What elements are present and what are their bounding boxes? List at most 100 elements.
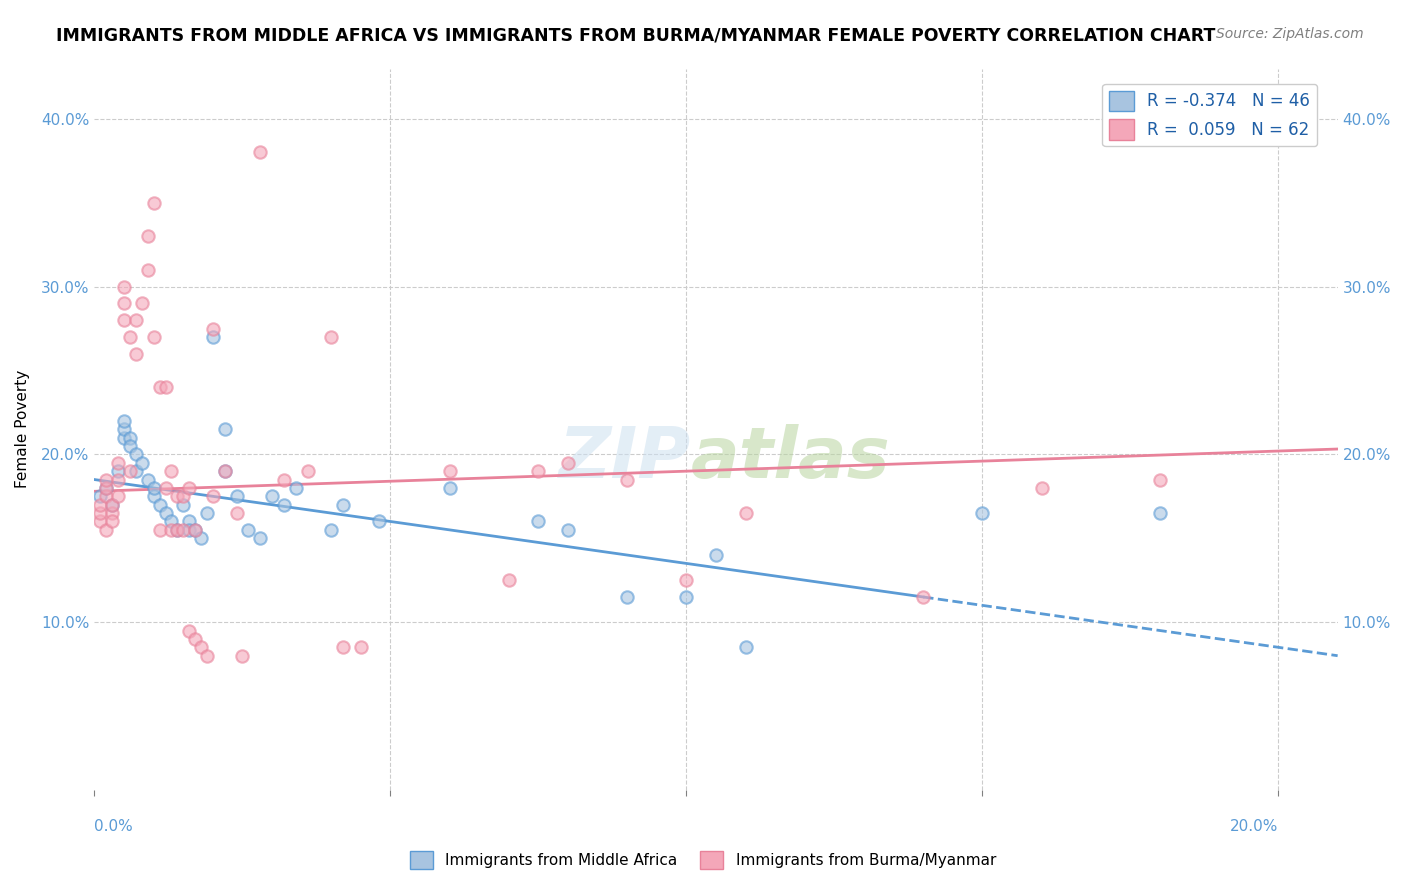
Point xyxy=(131,456,153,470)
Point xyxy=(262,489,284,503)
Point xyxy=(249,145,271,160)
Point xyxy=(107,456,129,470)
Point xyxy=(96,473,118,487)
Point xyxy=(190,640,212,655)
Point xyxy=(112,414,135,428)
Legend: Immigrants from Middle Africa, Immigrants from Burma/Myanmar: Immigrants from Middle Africa, Immigrant… xyxy=(404,845,1002,875)
Point xyxy=(1149,506,1171,520)
Point xyxy=(118,464,141,478)
Point xyxy=(155,481,177,495)
Text: IMMIGRANTS FROM MIDDLE AFRICA VS IMMIGRANTS FROM BURMA/MYANMAR FEMALE POVERTY CO: IMMIGRANTS FROM MIDDLE AFRICA VS IMMIGRA… xyxy=(56,27,1216,45)
Legend: R = -0.374   N = 46, R =  0.059   N = 62: R = -0.374 N = 46, R = 0.059 N = 62 xyxy=(1102,84,1317,146)
Text: Source: ZipAtlas.com: Source: ZipAtlas.com xyxy=(1216,27,1364,41)
Point xyxy=(179,481,201,495)
Point xyxy=(149,498,172,512)
Point xyxy=(125,347,148,361)
Point xyxy=(131,296,153,310)
Point xyxy=(557,456,579,470)
Point xyxy=(704,548,727,562)
Point xyxy=(1149,473,1171,487)
Point xyxy=(179,515,201,529)
Point xyxy=(172,498,194,512)
Point xyxy=(321,523,343,537)
Point xyxy=(101,498,124,512)
Point xyxy=(184,523,207,537)
Point xyxy=(101,515,124,529)
Point xyxy=(142,481,165,495)
Point xyxy=(107,464,129,478)
Point xyxy=(172,489,194,503)
Point xyxy=(118,330,141,344)
Point xyxy=(498,573,520,587)
Point xyxy=(136,229,159,244)
Point xyxy=(142,330,165,344)
Point xyxy=(231,648,253,663)
Point xyxy=(249,531,271,545)
Point xyxy=(89,506,111,520)
Point xyxy=(273,473,295,487)
Point xyxy=(195,648,218,663)
Text: ZIP: ZIP xyxy=(560,424,692,492)
Point xyxy=(214,422,236,436)
Point xyxy=(225,506,247,520)
Point xyxy=(172,523,194,537)
Point xyxy=(179,523,201,537)
Point xyxy=(112,313,135,327)
Point xyxy=(160,464,183,478)
Point xyxy=(96,481,118,495)
Point xyxy=(96,481,118,495)
Point xyxy=(107,489,129,503)
Point xyxy=(112,431,135,445)
Point xyxy=(238,523,260,537)
Y-axis label: Female Poverty: Female Poverty xyxy=(15,370,30,488)
Point xyxy=(734,640,756,655)
Point xyxy=(89,515,111,529)
Point xyxy=(332,498,354,512)
Point xyxy=(112,422,135,436)
Point xyxy=(190,531,212,545)
Point xyxy=(155,506,177,520)
Point xyxy=(166,489,188,503)
Point xyxy=(125,313,148,327)
Point xyxy=(912,590,935,604)
Point xyxy=(439,464,461,478)
Point xyxy=(439,481,461,495)
Point xyxy=(125,447,148,461)
Point xyxy=(112,296,135,310)
Point xyxy=(149,523,172,537)
Point xyxy=(527,464,550,478)
Point xyxy=(201,330,224,344)
Point xyxy=(214,464,236,478)
Point xyxy=(557,523,579,537)
Point xyxy=(107,473,129,487)
Point xyxy=(367,515,389,529)
Point xyxy=(118,439,141,453)
Point xyxy=(201,489,224,503)
Point xyxy=(225,489,247,503)
Point xyxy=(184,523,207,537)
Text: 20.0%: 20.0% xyxy=(1230,819,1278,834)
Point xyxy=(972,506,994,520)
Point xyxy=(136,263,159,277)
Point xyxy=(527,515,550,529)
Point xyxy=(284,481,307,495)
Point xyxy=(89,489,111,503)
Point xyxy=(166,523,188,537)
Point xyxy=(112,279,135,293)
Point xyxy=(96,489,118,503)
Text: 0.0%: 0.0% xyxy=(94,819,134,834)
Point xyxy=(101,506,124,520)
Point xyxy=(321,330,343,344)
Point xyxy=(675,590,697,604)
Point xyxy=(1031,481,1053,495)
Point xyxy=(96,523,118,537)
Point xyxy=(332,640,354,655)
Point xyxy=(616,473,638,487)
Point xyxy=(125,464,148,478)
Point xyxy=(160,515,183,529)
Point xyxy=(142,489,165,503)
Point xyxy=(675,573,697,587)
Point xyxy=(101,498,124,512)
Point xyxy=(142,195,165,210)
Point xyxy=(195,506,218,520)
